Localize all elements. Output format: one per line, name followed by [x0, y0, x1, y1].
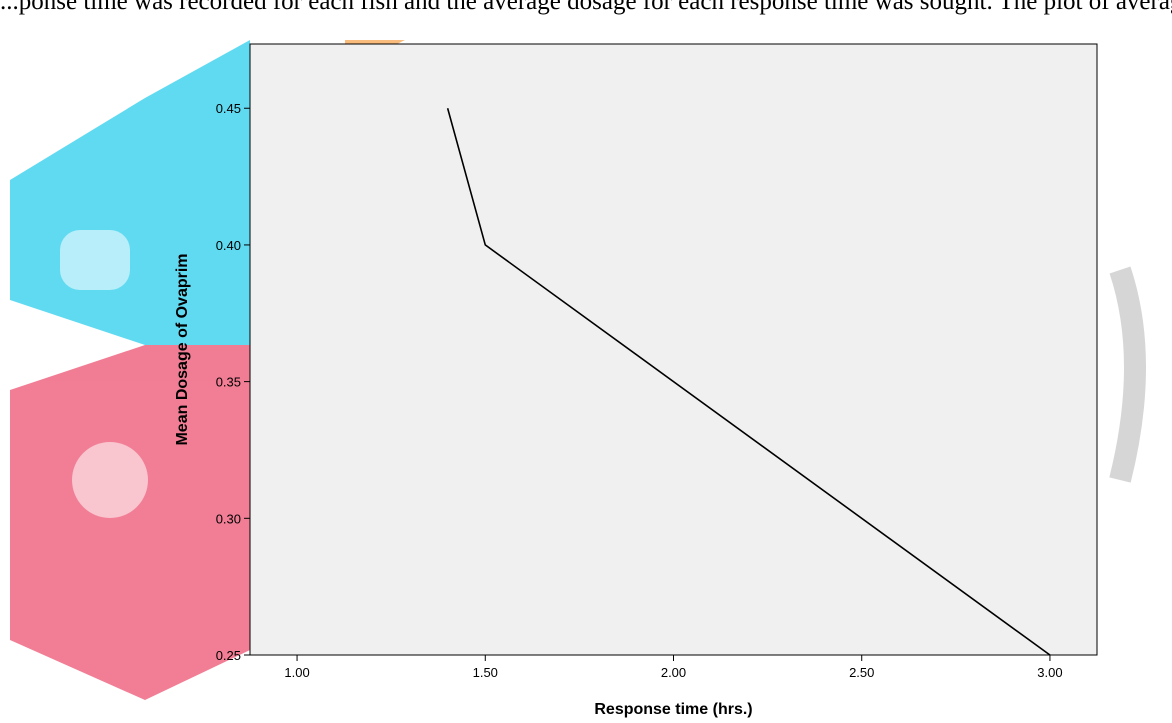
- series-layer: [446, 108, 1051, 656]
- watermark-red-hexagon: [10, 345, 250, 700]
- header-paragraph-text: ...ponse time was recorded for each fish…: [0, 0, 1172, 15]
- watermark-gear-icon: [72, 442, 148, 518]
- y-tick-label: 0.30: [216, 511, 241, 526]
- x-axis-title: Response time (hrs.): [594, 701, 752, 718]
- watermark-inner-shape: [60, 230, 130, 290]
- x-axis: 1.00 1.50 2.00 2.50 3.00: [284, 655, 1063, 680]
- x-tick-label: 2.50: [849, 665, 874, 680]
- y-tick-label: 0.45: [216, 101, 241, 116]
- x-tick-label: 1.00: [284, 665, 309, 680]
- y-tick-label: 0.25: [216, 648, 241, 663]
- x-tick-label: 1.50: [473, 665, 498, 680]
- y-axis: 0.25 0.30 0.35 0.40 0.45: [216, 101, 250, 663]
- plot-area: [249, 43, 1098, 656]
- watermark-grey-arc: [1109, 266, 1146, 483]
- y-tick-label: 0.40: [216, 238, 241, 253]
- x-tick-label: 3.00: [1037, 665, 1062, 680]
- x-tick-label: 2.00: [661, 665, 686, 680]
- y-axis-title: Mean Dosage of Ovaprim: [174, 253, 191, 445]
- y-tick-label: 0.35: [216, 375, 241, 390]
